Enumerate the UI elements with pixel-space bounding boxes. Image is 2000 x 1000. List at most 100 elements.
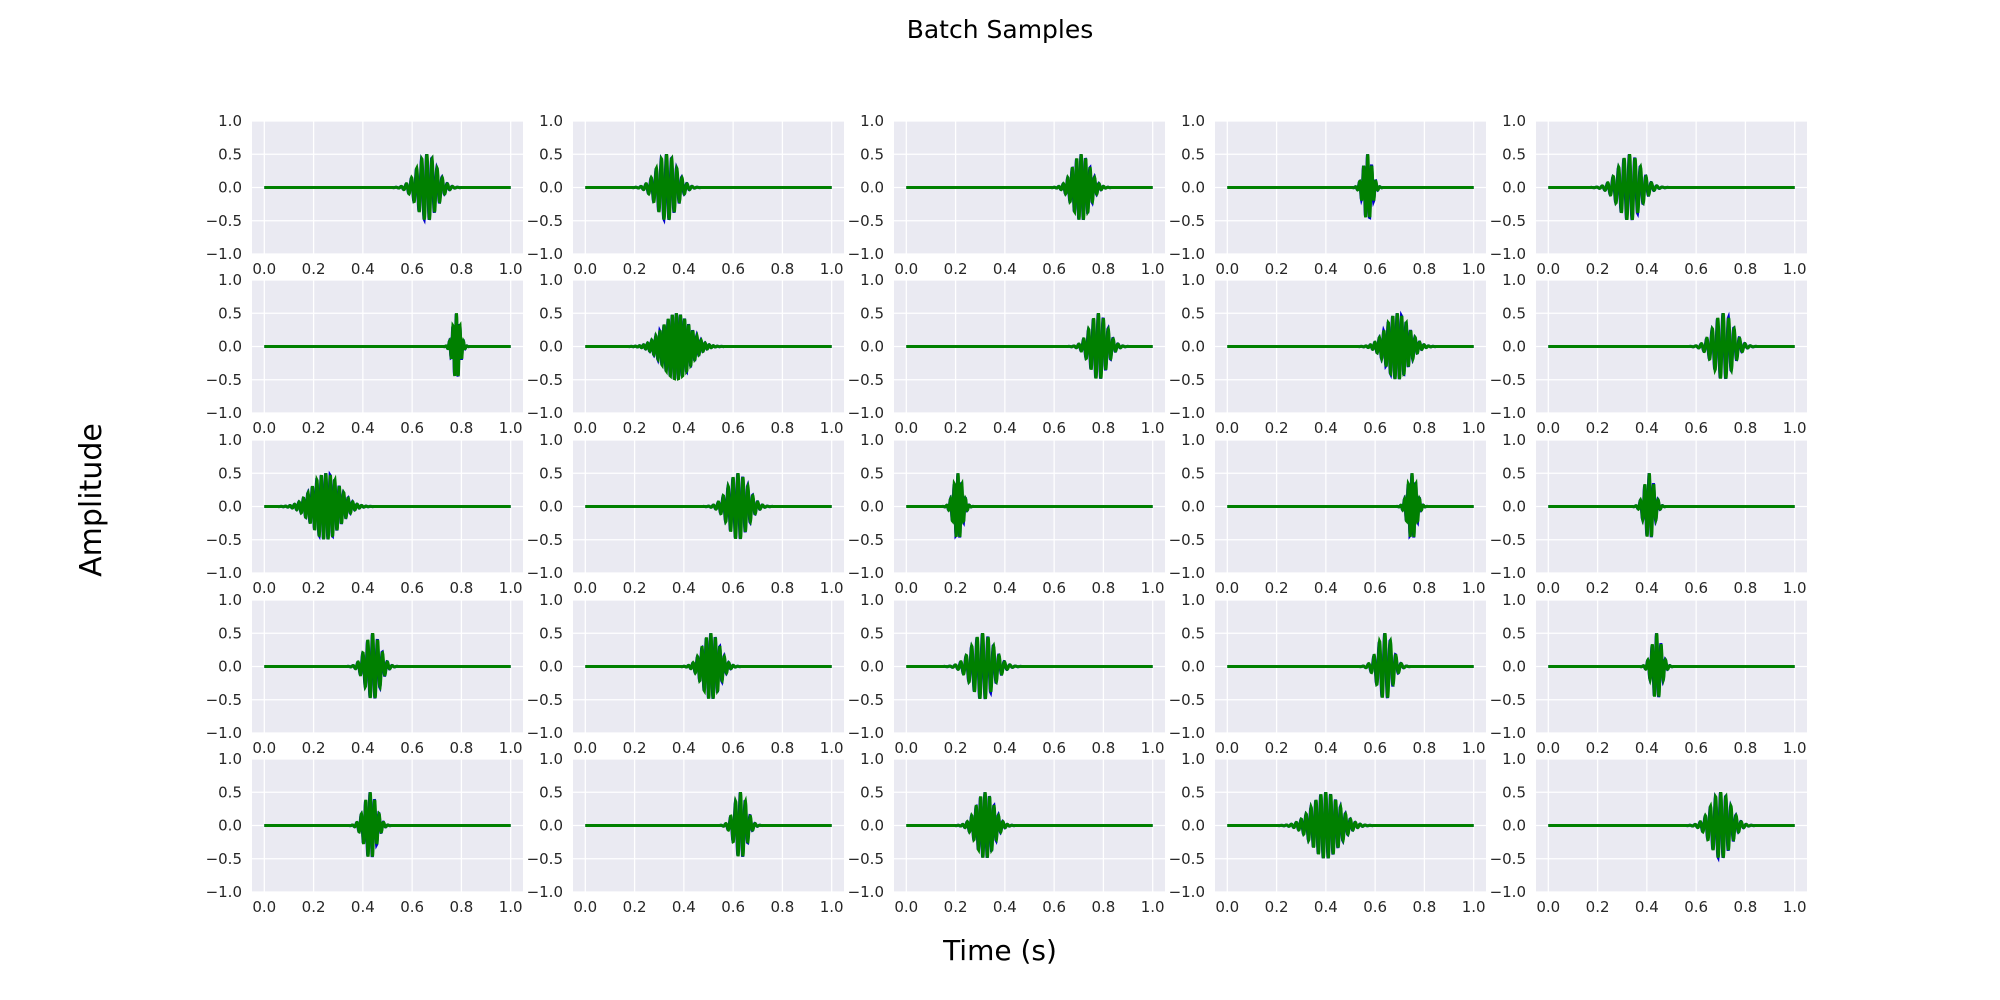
x-tick-label: 0.2 [1586, 419, 1610, 437]
signal-line-green [1227, 473, 1474, 537]
x-tick-label: 0.6 [1684, 260, 1708, 278]
y-tick-label: −0.5 [848, 691, 884, 709]
x-tick-label: 0.6 [721, 898, 745, 916]
x-tick-label: 0.6 [721, 739, 745, 757]
y-tick-label: 0.5 [539, 304, 563, 322]
x-tick-label: 0.8 [1412, 419, 1436, 437]
signal-line-green [906, 633, 1153, 700]
x-tick-label: 0.2 [1265, 260, 1289, 278]
y-tick-label: −1.0 [1490, 883, 1526, 901]
y-tick-label: −0.5 [848, 850, 884, 868]
x-tick-label: 0.4 [1635, 579, 1659, 597]
y-tick-label: 0.5 [218, 145, 242, 163]
y-tick-label: 0.0 [860, 658, 884, 676]
y-tick-label: −0.5 [206, 691, 242, 709]
x-tick-label: 0.4 [993, 579, 1017, 597]
y-tick-label: 0.0 [539, 658, 563, 676]
signal-line-green [264, 313, 511, 377]
y-tick-label: 0.5 [1181, 145, 1205, 163]
subplot-23: 0.0 0.2 0.4 0.6 0.8 1.0 1.0 0.5 0.0 −0.5 −1.0 [848, 750, 1165, 916]
y-tick-label: −0.5 [527, 691, 563, 709]
y-tick-label: 0.0 [860, 498, 884, 516]
y-tick-label: −1.0 [1169, 404, 1205, 422]
x-tick-label: 0.0 [573, 898, 597, 916]
y-tick-label: −1.0 [848, 404, 884, 422]
x-tick-label: 0.8 [770, 260, 794, 278]
x-tick-label: 0.4 [672, 579, 696, 597]
y-tick-label: 1.0 [860, 112, 884, 130]
y-tick-label: 0.0 [860, 179, 884, 197]
x-tick-label: 0.4 [672, 739, 696, 757]
x-tick-label: 0.0 [894, 419, 918, 437]
subplot-24: 0.0 0.2 0.4 0.6 0.8 1.0 1.0 0.5 0.0 −0.5 −1.0 [1169, 750, 1486, 916]
x-tick-label: 0.6 [400, 739, 424, 757]
y-tick-label: −0.5 [848, 212, 884, 230]
y-tick-label: −1.0 [1169, 724, 1205, 742]
x-tick-label: 0.4 [1314, 260, 1338, 278]
x-tick-label: 0.2 [1586, 898, 1610, 916]
x-tick-label: 0.8 [1733, 739, 1757, 757]
y-tick-label: 0.0 [1502, 658, 1526, 676]
y-tick-label: 1.0 [860, 431, 884, 449]
x-tick-label: 0.4 [1635, 739, 1659, 757]
y-tick-label: 0.5 [860, 145, 884, 163]
x-tick-label: 0.6 [721, 579, 745, 597]
x-tick-label: 0.4 [672, 260, 696, 278]
y-tick-label: 0.5 [1502, 304, 1526, 322]
y-tick-label: 0.5 [1181, 464, 1205, 482]
y-tick-label: 0.0 [860, 817, 884, 835]
y-tick-label: 0.5 [1181, 304, 1205, 322]
y-tick-label: −1.0 [848, 883, 884, 901]
subplot-15: 0.0 0.2 0.4 0.6 0.8 1.0 1.0 0.5 0.0 −0.5 −1.0 [1490, 431, 1807, 597]
x-tick-label: 1.0 [499, 260, 523, 278]
y-tick-label: 1.0 [218, 271, 242, 289]
x-tick-label: 0.4 [993, 739, 1017, 757]
signal-line-green [1548, 792, 1795, 859]
x-tick-label: 0.2 [302, 260, 326, 278]
x-tick-label: 0.0 [1536, 898, 1560, 916]
signal-line-green [906, 792, 1153, 858]
y-tick-label: −1.0 [206, 883, 242, 901]
y-tick-label: 0.0 [1502, 179, 1526, 197]
y-tick-label: −1.0 [848, 724, 884, 742]
y-tick-label: −1.0 [527, 564, 563, 582]
y-tick-label: 1.0 [218, 112, 242, 130]
signal-line-green [906, 313, 1153, 379]
signal-line-green [1548, 153, 1795, 221]
y-tick-label: 0.5 [539, 783, 563, 801]
subplot-1: 0.0 0.2 0.4 0.6 0.8 1.0 1.0 0.5 0.0 −0.5 −1.0 [206, 112, 523, 278]
y-tick-label: 1.0 [1181, 431, 1205, 449]
figure-title: Batch Samples [907, 15, 1094, 44]
subplot-14: 0.0 0.2 0.4 0.6 0.8 1.0 1.0 0.5 0.0 −0.5 −1.0 [1169, 431, 1486, 597]
x-tick-label: 1.0 [1783, 579, 1807, 597]
x-tick-label: 0.6 [1363, 898, 1387, 916]
y-tick-label: 1.0 [1502, 431, 1526, 449]
x-tick-label: 0.2 [302, 419, 326, 437]
x-tick-label: 0.2 [1265, 898, 1289, 916]
x-tick-label: 0.0 [252, 739, 276, 757]
y-tick-label: 1.0 [218, 591, 242, 609]
y-tick-label: 0.5 [1181, 783, 1205, 801]
signal-line-green [264, 633, 511, 699]
x-tick-label: 0.0 [252, 579, 276, 597]
signal-line-green [585, 154, 832, 221]
signal-line-green [585, 633, 832, 699]
subplot-18: 0.0 0.2 0.4 0.6 0.8 1.0 1.0 0.5 0.0 −0.5 −1.0 [848, 591, 1165, 757]
y-tick-label: −0.5 [206, 531, 242, 549]
x-tick-label: 0.2 [944, 739, 968, 757]
x-tick-label: 0.6 [1042, 739, 1066, 757]
y-tick-label: 0.5 [860, 624, 884, 642]
y-tick-label: −0.5 [527, 212, 563, 230]
x-tick-label: 1.0 [1783, 739, 1807, 757]
y-tick-label: 1.0 [860, 271, 884, 289]
y-tick-label: 1.0 [1181, 271, 1205, 289]
x-tick-label: 0.2 [1586, 260, 1610, 278]
signal-line-green [1227, 313, 1474, 380]
y-tick-label: 1.0 [218, 750, 242, 768]
y-tick-label: 0.0 [218, 498, 242, 516]
x-tick-label: 0.0 [1215, 419, 1239, 437]
x-tick-label: 0.6 [1042, 419, 1066, 437]
x-tick-label: 0.8 [449, 579, 473, 597]
x-tick-label: 0.0 [573, 739, 597, 757]
x-tick-label: 0.2 [944, 898, 968, 916]
